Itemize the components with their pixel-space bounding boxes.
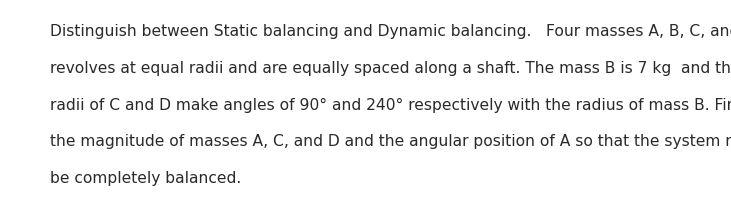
Text: revolves at equal radii and are equally spaced along a shaft. The mass B is 7 kg: revolves at equal radii and are equally … xyxy=(50,61,731,76)
Text: be completely balanced.: be completely balanced. xyxy=(50,171,241,186)
Text: Distinguish between Static balancing and Dynamic balancing.   Four masses A, B, : Distinguish between Static balancing and… xyxy=(50,24,731,39)
Text: the magnitude of masses A, C, and D and the angular position of A so that the sy: the magnitude of masses A, C, and D and … xyxy=(50,134,731,149)
Text: radii of C and D make angles of 90° and 240° respectively with the radius of mas: radii of C and D make angles of 90° and … xyxy=(50,98,731,112)
